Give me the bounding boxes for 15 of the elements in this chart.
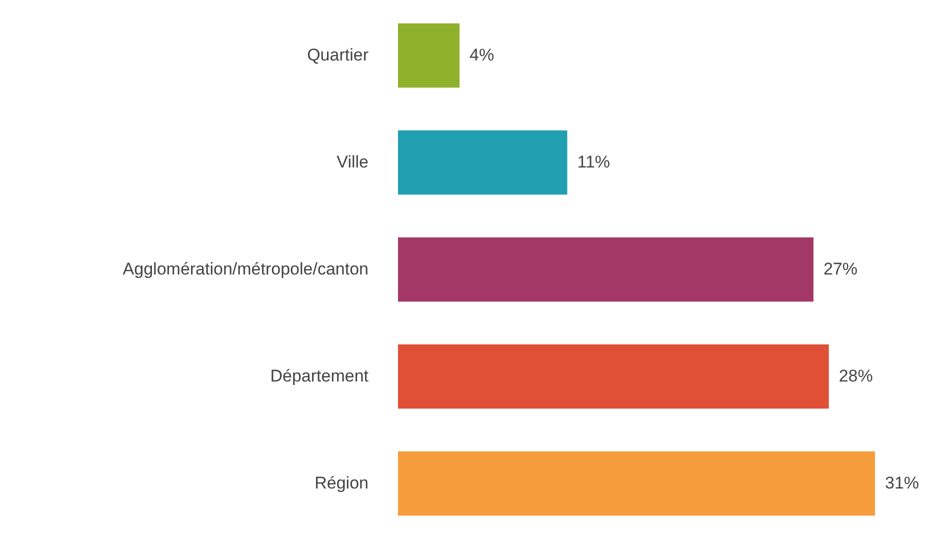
y-tick-label: Ville bbox=[336, 152, 368, 172]
data-label: 27% bbox=[823, 260, 858, 278]
data-label: 28% bbox=[838, 366, 873, 386]
y-tick-label: Département bbox=[270, 366, 369, 386]
y-tick-label: Région bbox=[314, 474, 368, 492]
data-label: 4% bbox=[470, 46, 494, 64]
bar bbox=[398, 451, 875, 516]
bar bbox=[398, 23, 460, 88]
data-label: 31% bbox=[885, 474, 920, 492]
y-tick-label: Agglomération/métropole/canton bbox=[122, 260, 368, 278]
data-label: 11% bbox=[577, 152, 610, 172]
bar bbox=[398, 130, 568, 195]
bar bbox=[398, 237, 814, 302]
y-tick-label: Quartier bbox=[307, 46, 369, 64]
bar bbox=[398, 344, 829, 409]
